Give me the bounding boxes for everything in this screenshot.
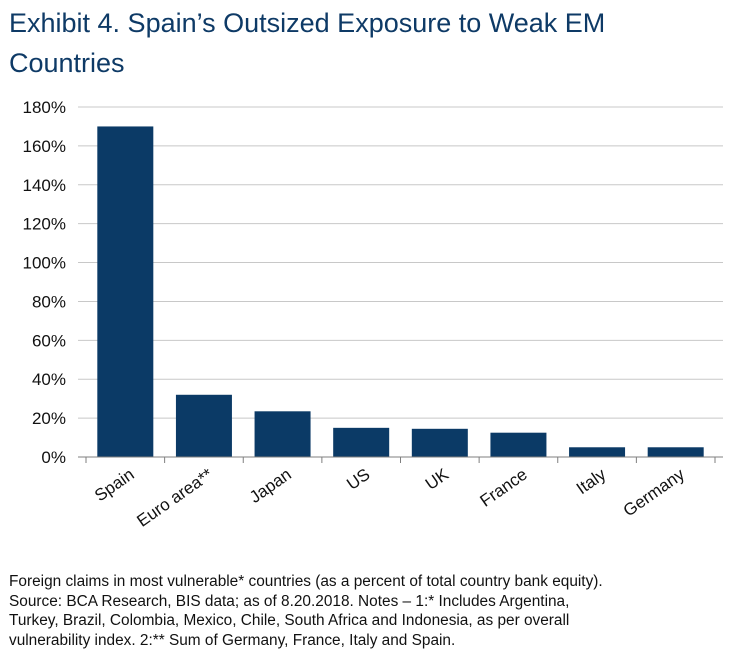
bar-7 <box>647 447 704 457</box>
x-tick-label: Euro area** <box>133 464 216 530</box>
footnote-line-1: Foreign claims in most vulnerable* count… <box>9 573 603 590</box>
bar-1 <box>175 394 232 457</box>
y-tick-label: 0% <box>41 448 66 467</box>
bar-4 <box>411 428 468 457</box>
chart-footnote: Foreign claims in most vulnerable* count… <box>9 572 733 650</box>
footnote-line-4: vulnerability index. 2:** Sum of Germany… <box>9 631 456 649</box>
chart-title-line-2: Countries <box>9 48 125 78</box>
chart-title: Exhibit 4. Spain’s Outsized Exposure to … <box>9 3 729 83</box>
bar-2 <box>254 411 311 457</box>
gridlines <box>78 106 723 419</box>
y-tick-label: 80% <box>32 292 66 311</box>
footnote-line-3: Turkey, Brazil, Colombia, Mexico, Chile,… <box>9 612 570 629</box>
bars <box>97 126 704 457</box>
y-tick-label: 40% <box>32 370 66 389</box>
y-tick-label: 180% <box>23 98 66 117</box>
x-tick-label: Italy <box>573 464 610 498</box>
y-tick-label: 120% <box>23 215 66 234</box>
x-tick-label: Japan <box>246 465 295 507</box>
bar-0 <box>97 126 154 457</box>
x-tick-label: UK <box>422 464 453 493</box>
x-tick-label: Germany <box>620 464 689 520</box>
y-tick-label: 20% <box>32 409 66 428</box>
chart-title-line-1: Exhibit 4. Spain’s Outsized Exposure to … <box>9 8 606 38</box>
y-tick-label: 160% <box>23 137 66 156</box>
y-tick-label: 60% <box>32 331 66 350</box>
bar-chart: 0% 20% 40% 60% 80% 100% 120% 140% 160% 180% Spain… <box>23 98 723 531</box>
footnote-line-2: Source: BCA Research, BIS data; as of 8.… <box>9 592 570 610</box>
x-axis <box>78 456 723 463</box>
bar-6 <box>569 447 626 457</box>
y-axis-tick-labels: 0% 20% 40% 60% 80% 100% 120% 140% 160% 180% <box>23 98 66 467</box>
x-tick-label: Spain <box>91 465 138 506</box>
x-tick-label: US <box>343 465 373 494</box>
x-tick-label: France <box>476 465 530 511</box>
y-tick-label: 100% <box>23 254 66 273</box>
y-tick-label: 140% <box>23 176 66 195</box>
bar-5 <box>490 432 547 457</box>
bar-3 <box>333 427 390 457</box>
